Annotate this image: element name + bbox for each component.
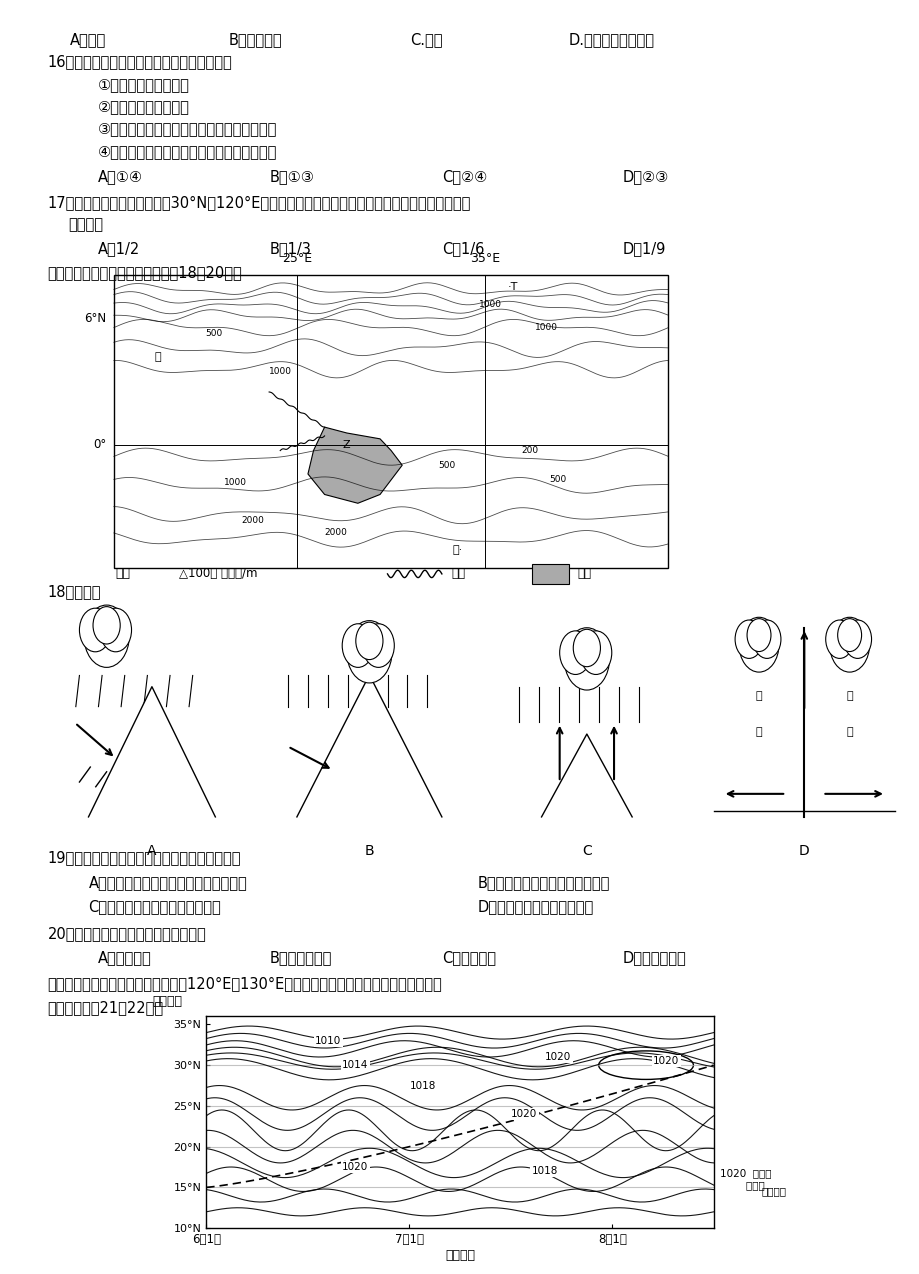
- Text: 1000: 1000: [224, 478, 247, 487]
- Bar: [114, 275, 668, 568]
- Text: 图，读图回答21～22题。: 图，读图回答21～22题。: [48, 1000, 164, 1015]
- Text: B．乙地位于湖边，全年降水均匀: B．乙地位于湖边，全年降水均匀: [478, 875, 610, 891]
- Text: C．②④: C．②④: [441, 169, 486, 183]
- Text: D．丁地夏季多雨，冬季少雨: D．丁地夏季多雨，冬季少雨: [478, 899, 594, 915]
- Circle shape: [559, 631, 591, 674]
- Circle shape: [93, 606, 120, 645]
- Circle shape: [100, 608, 131, 652]
- Polygon shape: [308, 427, 402, 503]
- Circle shape: [843, 620, 870, 659]
- Text: 丙·: 丙·: [452, 545, 462, 555]
- Polygon shape: [297, 675, 441, 817]
- Text: 甲: 甲: [154, 352, 162, 362]
- Text: D．②③: D．②③: [622, 169, 669, 183]
- Text: A．甲地处于东北信风的迎风坡，降水多: A．甲地处于东北信风的迎风坡，降水多: [88, 875, 247, 891]
- Circle shape: [342, 624, 373, 668]
- Circle shape: [837, 619, 861, 651]
- Circle shape: [79, 608, 111, 652]
- Text: 19．关于下图甲乙丙丁地降水的说法，正确的是: 19．关于下图甲乙丙丁地降水的说法，正确的是: [48, 851, 241, 865]
- Circle shape: [362, 624, 394, 668]
- Text: 1000: 1000: [534, 324, 557, 333]
- Text: 1000: 1000: [479, 299, 502, 308]
- Text: 散: 散: [754, 726, 762, 736]
- Circle shape: [346, 620, 391, 683]
- Text: D．1/9: D．1/9: [622, 241, 665, 256]
- Text: C．1/6: C．1/6: [441, 241, 483, 256]
- Text: C．降雨强度: C．降雨强度: [441, 950, 495, 966]
- Circle shape: [829, 618, 868, 673]
- Circle shape: [734, 620, 762, 659]
- Text: D．气温年较差: D．气温年较差: [622, 950, 686, 966]
- Text: 35°E: 35°E: [470, 252, 500, 265]
- Text: 球面积的: 球面积的: [69, 218, 104, 233]
- Circle shape: [738, 618, 778, 673]
- Text: 200: 200: [521, 446, 538, 455]
- Text: B．1/3: B．1/3: [269, 241, 312, 256]
- Text: 500: 500: [205, 329, 222, 338]
- Text: 25°E: 25°E: [281, 252, 312, 265]
- Circle shape: [563, 628, 609, 691]
- Text: B．年平均气温: B．年平均气温: [269, 950, 332, 966]
- Text: ④甲、乙两地风向均为偏南风，甲地风力较强: ④甲、乙两地风向均为偏南风，甲地风力较强: [97, 144, 277, 159]
- Circle shape: [573, 629, 600, 666]
- Text: D: D: [798, 845, 809, 859]
- Text: 500: 500: [437, 461, 455, 470]
- Circle shape: [825, 620, 853, 659]
- Circle shape: [746, 619, 770, 651]
- Text: 20．丙丁两地气候最大的不同点表现在: 20．丙丁两地气候最大的不同点表现在: [48, 926, 206, 941]
- Text: 0°: 0°: [93, 438, 107, 451]
- Text: B．大气环流: B．大气环流: [229, 32, 282, 47]
- Text: 散: 散: [845, 726, 852, 736]
- Text: A．雨季时间: A．雨季时间: [97, 950, 151, 966]
- Text: 河流: 河流: [450, 567, 464, 581]
- Text: C．丙地地势平坦，全年高温多雨: C．丙地地势平坦，全年高温多雨: [88, 899, 221, 915]
- Text: 图例: 图例: [116, 567, 130, 581]
- Text: B: B: [364, 845, 374, 859]
- Polygon shape: [541, 734, 631, 817]
- Text: 2000: 2000: [241, 516, 264, 525]
- Text: 湖泊: 湖泊: [577, 567, 591, 581]
- Text: A．1/2: A．1/2: [97, 241, 140, 256]
- Text: 6°N: 6°N: [85, 312, 107, 325]
- Text: ③甲、乙两地风向均为偏北风，乙地风力较强: ③甲、乙两地风向均为偏北风，乙地风力较强: [97, 121, 277, 136]
- Text: Z: Z: [343, 440, 350, 450]
- Text: 1000: 1000: [268, 367, 291, 376]
- Text: △100～ 等高线/m: △100～ 等高线/m: [179, 567, 257, 581]
- Circle shape: [753, 620, 780, 659]
- Circle shape: [579, 631, 611, 674]
- Text: ①甲地中雨，乙地中雪: ①甲地中雨，乙地中雪: [97, 76, 189, 92]
- Text: ·T: ·T: [507, 282, 517, 292]
- Text: ②甲地中雪，乙地中雨: ②甲地中雪，乙地中雨: [97, 99, 189, 115]
- Bar: [532, 564, 568, 583]
- Text: D.海陆热力性质差异: D.海陆热力性质差异: [568, 32, 654, 47]
- Text: 17．北半球春分日，当某地（30°N，120°E）刚进入白昼这一时刻，东半球处于白昼的范围约占全: 17．北半球春分日，当某地（30°N，120°E）刚进入白昼这一时刻，东半球处于…: [48, 195, 471, 210]
- Text: 16．下列对甲、乙两地天气的叙述，正确的有: 16．下列对甲、乙两地天气的叙述，正确的有: [48, 55, 233, 69]
- Circle shape: [356, 622, 382, 660]
- Polygon shape: [88, 687, 215, 817]
- Text: B．①③: B．①③: [269, 169, 314, 183]
- Circle shape: [84, 605, 130, 668]
- Text: 下图为西太平洋副高脊北进过程中，120°E～130°E近地面气压多年平均随时间和纬度的变化: 下图为西太平洋副高脊北进过程中，120°E～130°E近地面气压多年平均随时间和…: [48, 976, 442, 991]
- Text: A．①④: A．①④: [97, 169, 142, 183]
- Text: 500: 500: [549, 475, 565, 484]
- Text: C.地形: C.地形: [410, 32, 442, 47]
- Text: 辐: 辐: [754, 692, 762, 701]
- Text: A．纬度: A．纬度: [70, 32, 107, 47]
- Text: 下图为世界某区域等高线图。回答18～20题。: 下图为世界某区域等高线图。回答18～20题。: [48, 265, 243, 280]
- Text: 辐: 辐: [845, 692, 852, 701]
- Text: A: A: [147, 845, 156, 859]
- Text: C: C: [582, 845, 591, 859]
- Text: 18．甲地主: 18．甲地主: [48, 583, 101, 599]
- Text: 2000: 2000: [323, 527, 346, 538]
